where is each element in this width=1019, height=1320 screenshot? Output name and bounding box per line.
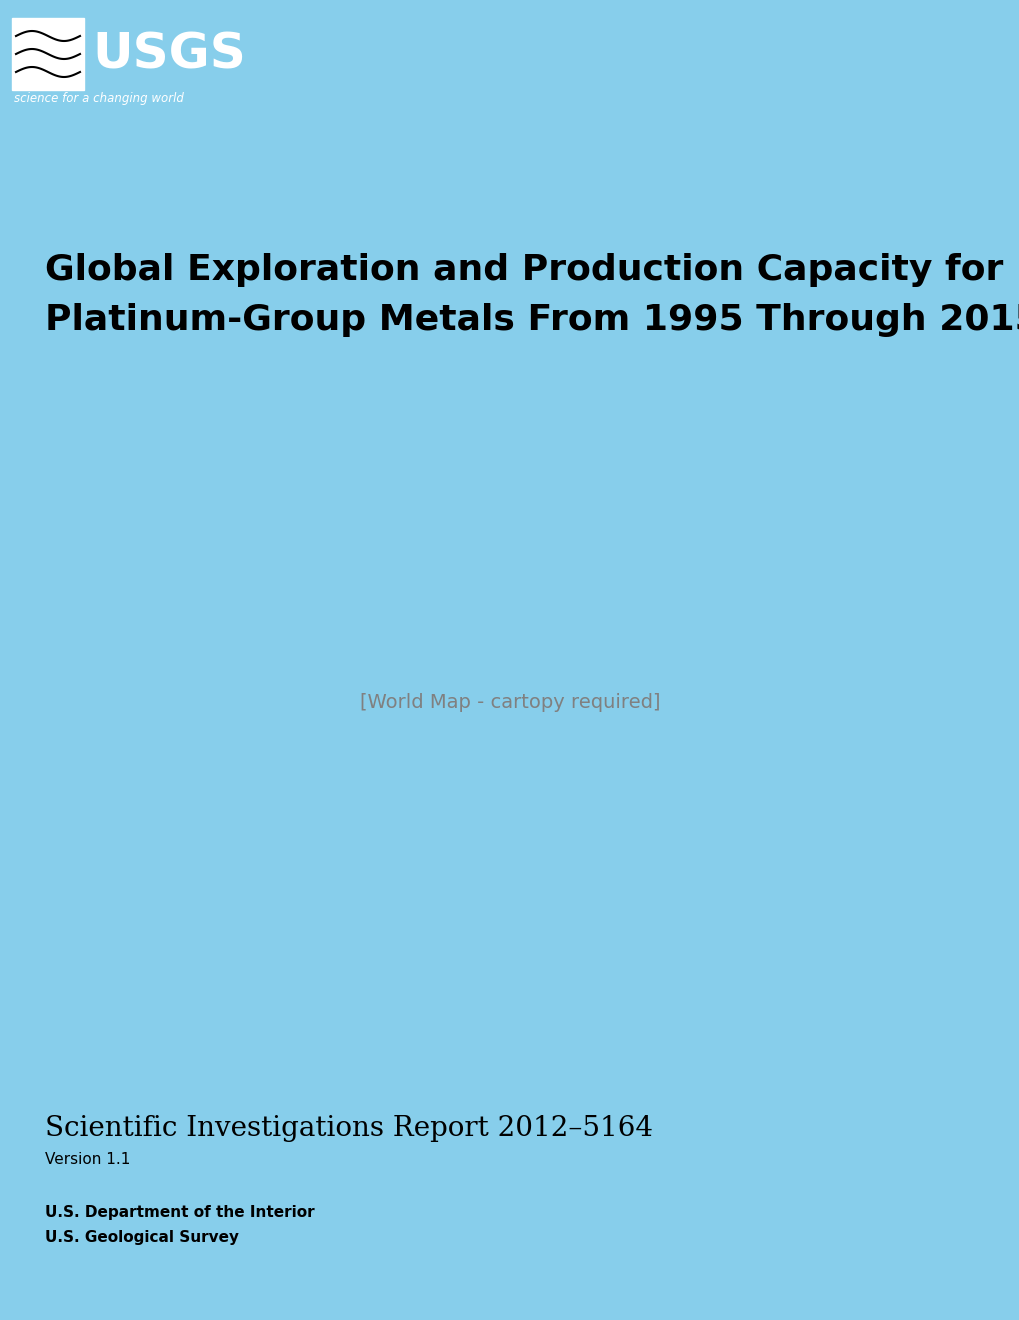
Text: U.S. Geological Survey: U.S. Geological Survey bbox=[45, 1230, 238, 1245]
Text: Scientific Investigations Report 2012–5164: Scientific Investigations Report 2012–51… bbox=[45, 1115, 652, 1142]
Text: [World Map - cartopy required]: [World Map - cartopy required] bbox=[360, 693, 659, 711]
Text: Version 1.1: Version 1.1 bbox=[45, 1152, 130, 1167]
Text: U.S. Department of the Interior: U.S. Department of the Interior bbox=[45, 1205, 314, 1220]
Bar bbox=[12, 18, 84, 90]
Text: science for a changing world: science for a changing world bbox=[14, 92, 183, 106]
Text: Platinum-Group Metals From 1995 Through 2015: Platinum-Group Metals From 1995 Through … bbox=[45, 304, 1019, 337]
Text: Global Exploration and Production Capacity for: Global Exploration and Production Capaci… bbox=[45, 253, 1003, 286]
Text: USGS: USGS bbox=[92, 30, 246, 79]
